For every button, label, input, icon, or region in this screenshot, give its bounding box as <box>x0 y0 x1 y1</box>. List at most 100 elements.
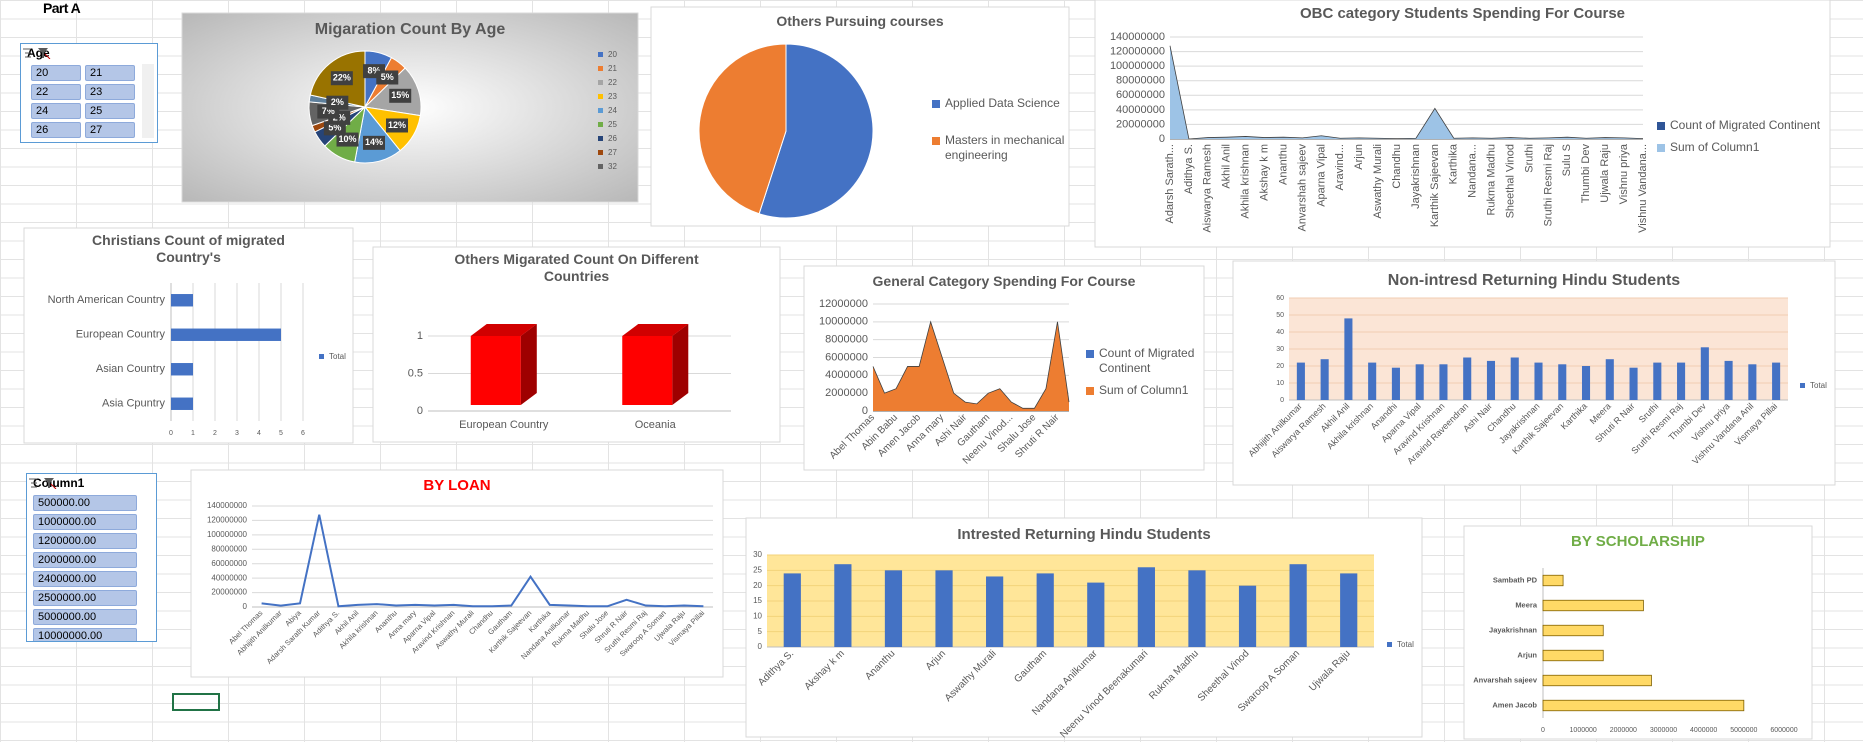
x-tick-label: 0 <box>169 430 173 437</box>
slicer-item[interactable]: 23 <box>85 84 135 100</box>
slicer-item[interactable]: 1000000.00 <box>33 514 137 530</box>
x-tick-label: Aravind... <box>1334 144 1346 190</box>
y-tick-label: Meera <box>1515 600 1538 609</box>
bar <box>1510 357 1519 400</box>
sheet-label: Part A <box>43 0 81 16</box>
y-tick-label: 80000000 <box>211 544 247 553</box>
slicer-icons[interactable] <box>27 477 57 489</box>
x-tick-label: Akshay k m <box>1259 144 1271 201</box>
x-tick-label: Vishnu priya <box>1618 143 1630 204</box>
slicer-icons[interactable] <box>21 47 51 59</box>
slicer-item[interactable]: 25 <box>85 103 135 119</box>
data-label: 22% <box>333 73 351 83</box>
x-tick-label: 6 <box>301 430 305 437</box>
bar-3d <box>622 324 689 405</box>
bar <box>935 570 953 647</box>
bar <box>1368 362 1377 400</box>
y-tick-label: 40 <box>1276 329 1284 336</box>
y-tick-label: 6000000 <box>825 351 868 363</box>
label-box <box>330 71 353 86</box>
x-tick-label: Ujwala Raju <box>1599 144 1611 203</box>
label-box <box>386 118 409 133</box>
y-tick-label: 20000000 <box>1116 118 1165 130</box>
bar <box>1542 599 1644 612</box>
x-tick-label: Vishnu Vandana... <box>1637 144 1649 233</box>
bar <box>1558 364 1567 400</box>
chart-frame <box>372 246 781 443</box>
area-outline <box>1169 45 1644 140</box>
y-tick-label: Sambath PD <box>1493 575 1538 584</box>
data-label: 5% <box>381 72 394 82</box>
slicer-item[interactable]: 21 <box>85 65 135 81</box>
label-box <box>326 95 349 110</box>
bar <box>986 576 1004 647</box>
slicer-item[interactable]: 27 <box>85 122 135 138</box>
data-label: 5% <box>328 123 341 133</box>
slicer-item[interactable]: 2000000.00 <box>33 552 137 568</box>
area-outline <box>872 320 1070 409</box>
slicer-item[interactable]: 1200000.00 <box>33 533 137 549</box>
x-tick-label: 4000000 <box>1690 727 1717 734</box>
slicer-item[interactable]: 26 <box>31 122 81 138</box>
pie-slice <box>698 43 787 215</box>
y-tick-label: 10 <box>1276 380 1284 387</box>
bar <box>1296 362 1305 400</box>
clear-filter-icon[interactable] <box>44 478 54 488</box>
bar <box>1542 649 1604 662</box>
y-tick-label: 60000000 <box>211 559 247 568</box>
bar-3d <box>470 324 537 405</box>
bar-side <box>520 324 537 405</box>
bar <box>783 573 801 647</box>
bar <box>1415 364 1424 400</box>
y-tick-label: 120000000 <box>1110 45 1165 57</box>
y-tick-label: 20 <box>753 581 762 590</box>
scrollbar <box>142 64 154 138</box>
clear-filter-icon[interactable] <box>38 48 48 58</box>
x-tick-label: Aiswarya Ramesh <box>1202 144 1214 233</box>
bar <box>1605 359 1614 400</box>
bar <box>1534 362 1543 400</box>
slicer-item[interactable]: 20 <box>31 65 81 81</box>
area-fill <box>873 321 1069 411</box>
y-tick-label: 25 <box>753 565 762 574</box>
x-tick-label: Thumbi Dev <box>1580 144 1592 204</box>
bar <box>1391 367 1400 400</box>
y-tick-label: 5 <box>758 627 763 636</box>
bar <box>1238 585 1257 647</box>
y-tick-label: 12000000 <box>819 298 868 310</box>
bar <box>1289 564 1307 647</box>
y-tick-label: European Country <box>76 329 166 341</box>
line <box>261 514 704 608</box>
label-box <box>363 135 386 150</box>
multi-select-icon[interactable] <box>29 478 37 488</box>
slicer-item[interactable]: 22 <box>31 84 81 100</box>
slicer-item[interactable]: 500000.00 <box>33 495 137 511</box>
x-tick-label: 3 <box>235 430 239 437</box>
multi-select-icon[interactable] <box>23 48 31 58</box>
x-tick-label: 5 <box>279 430 283 437</box>
data-label: 14% <box>365 137 383 147</box>
y-tick-label: 120000000 <box>207 516 248 525</box>
bar-front <box>622 336 673 405</box>
selected-cell[interactable] <box>172 693 220 711</box>
bar <box>171 328 281 341</box>
x-tick-label: Aswathy Murali <box>1372 144 1384 219</box>
x-tick-label: Akhil Anil <box>1221 144 1233 189</box>
label-box <box>376 70 399 85</box>
bar <box>1320 359 1329 400</box>
slicer-item[interactable]: 2400000.00 <box>33 571 137 587</box>
slicer-item[interactable]: 10000000.00 <box>33 628 137 641</box>
y-tick-label: 60 <box>1276 295 1284 302</box>
pie-slice <box>758 43 874 219</box>
x-tick-label: Adarsh Sarath... <box>1164 144 1176 224</box>
icon-line <box>50 483 57 489</box>
data-label: 12% <box>388 120 406 130</box>
slicer: Age 20 21 22 23 24 25 26 27 <box>20 43 158 143</box>
bar-top-shade <box>622 324 689 336</box>
slicer-item[interactable]: 2500000.00 <box>33 590 137 606</box>
x-tick-label: 5000000 <box>1730 727 1757 734</box>
slicer-item[interactable]: 24 <box>31 103 81 119</box>
label-box <box>336 132 359 147</box>
slicer-item[interactable]: 5000000.00 <box>33 609 137 625</box>
chart-frame <box>190 469 724 678</box>
